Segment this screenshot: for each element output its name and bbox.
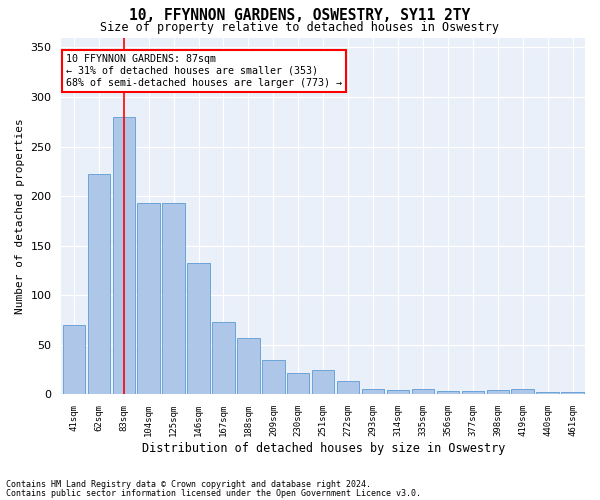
- Text: 10 FFYNNON GARDENS: 87sqm
← 31% of detached houses are smaller (353)
68% of semi: 10 FFYNNON GARDENS: 87sqm ← 31% of detac…: [67, 54, 343, 88]
- Text: Size of property relative to detached houses in Oswestry: Size of property relative to detached ho…: [101, 21, 499, 34]
- Bar: [62, 325, 85, 394]
- Y-axis label: Number of detached properties: Number of detached properties: [15, 118, 25, 314]
- Bar: [113, 117, 135, 394]
- Bar: [511, 388, 534, 394]
- Bar: [337, 380, 359, 394]
- Bar: [262, 360, 284, 394]
- Bar: [88, 174, 110, 394]
- Bar: [187, 262, 210, 394]
- Bar: [487, 390, 509, 394]
- Bar: [137, 203, 160, 394]
- Bar: [362, 388, 384, 394]
- Bar: [412, 388, 434, 394]
- Bar: [536, 392, 559, 394]
- Text: 10, FFYNNON GARDENS, OSWESTRY, SY11 2TY: 10, FFYNNON GARDENS, OSWESTRY, SY11 2TY: [130, 8, 470, 22]
- Text: Contains HM Land Registry data © Crown copyright and database right 2024.: Contains HM Land Registry data © Crown c…: [6, 480, 371, 489]
- Bar: [312, 370, 334, 394]
- Bar: [387, 390, 409, 394]
- Bar: [163, 203, 185, 394]
- Bar: [461, 390, 484, 394]
- Bar: [287, 372, 310, 394]
- Bar: [212, 322, 235, 394]
- Text: Contains public sector information licensed under the Open Government Licence v3: Contains public sector information licen…: [6, 488, 421, 498]
- Bar: [562, 392, 584, 394]
- Bar: [437, 392, 459, 394]
- X-axis label: Distribution of detached houses by size in Oswestry: Distribution of detached houses by size …: [142, 442, 505, 455]
- Bar: [237, 338, 260, 394]
